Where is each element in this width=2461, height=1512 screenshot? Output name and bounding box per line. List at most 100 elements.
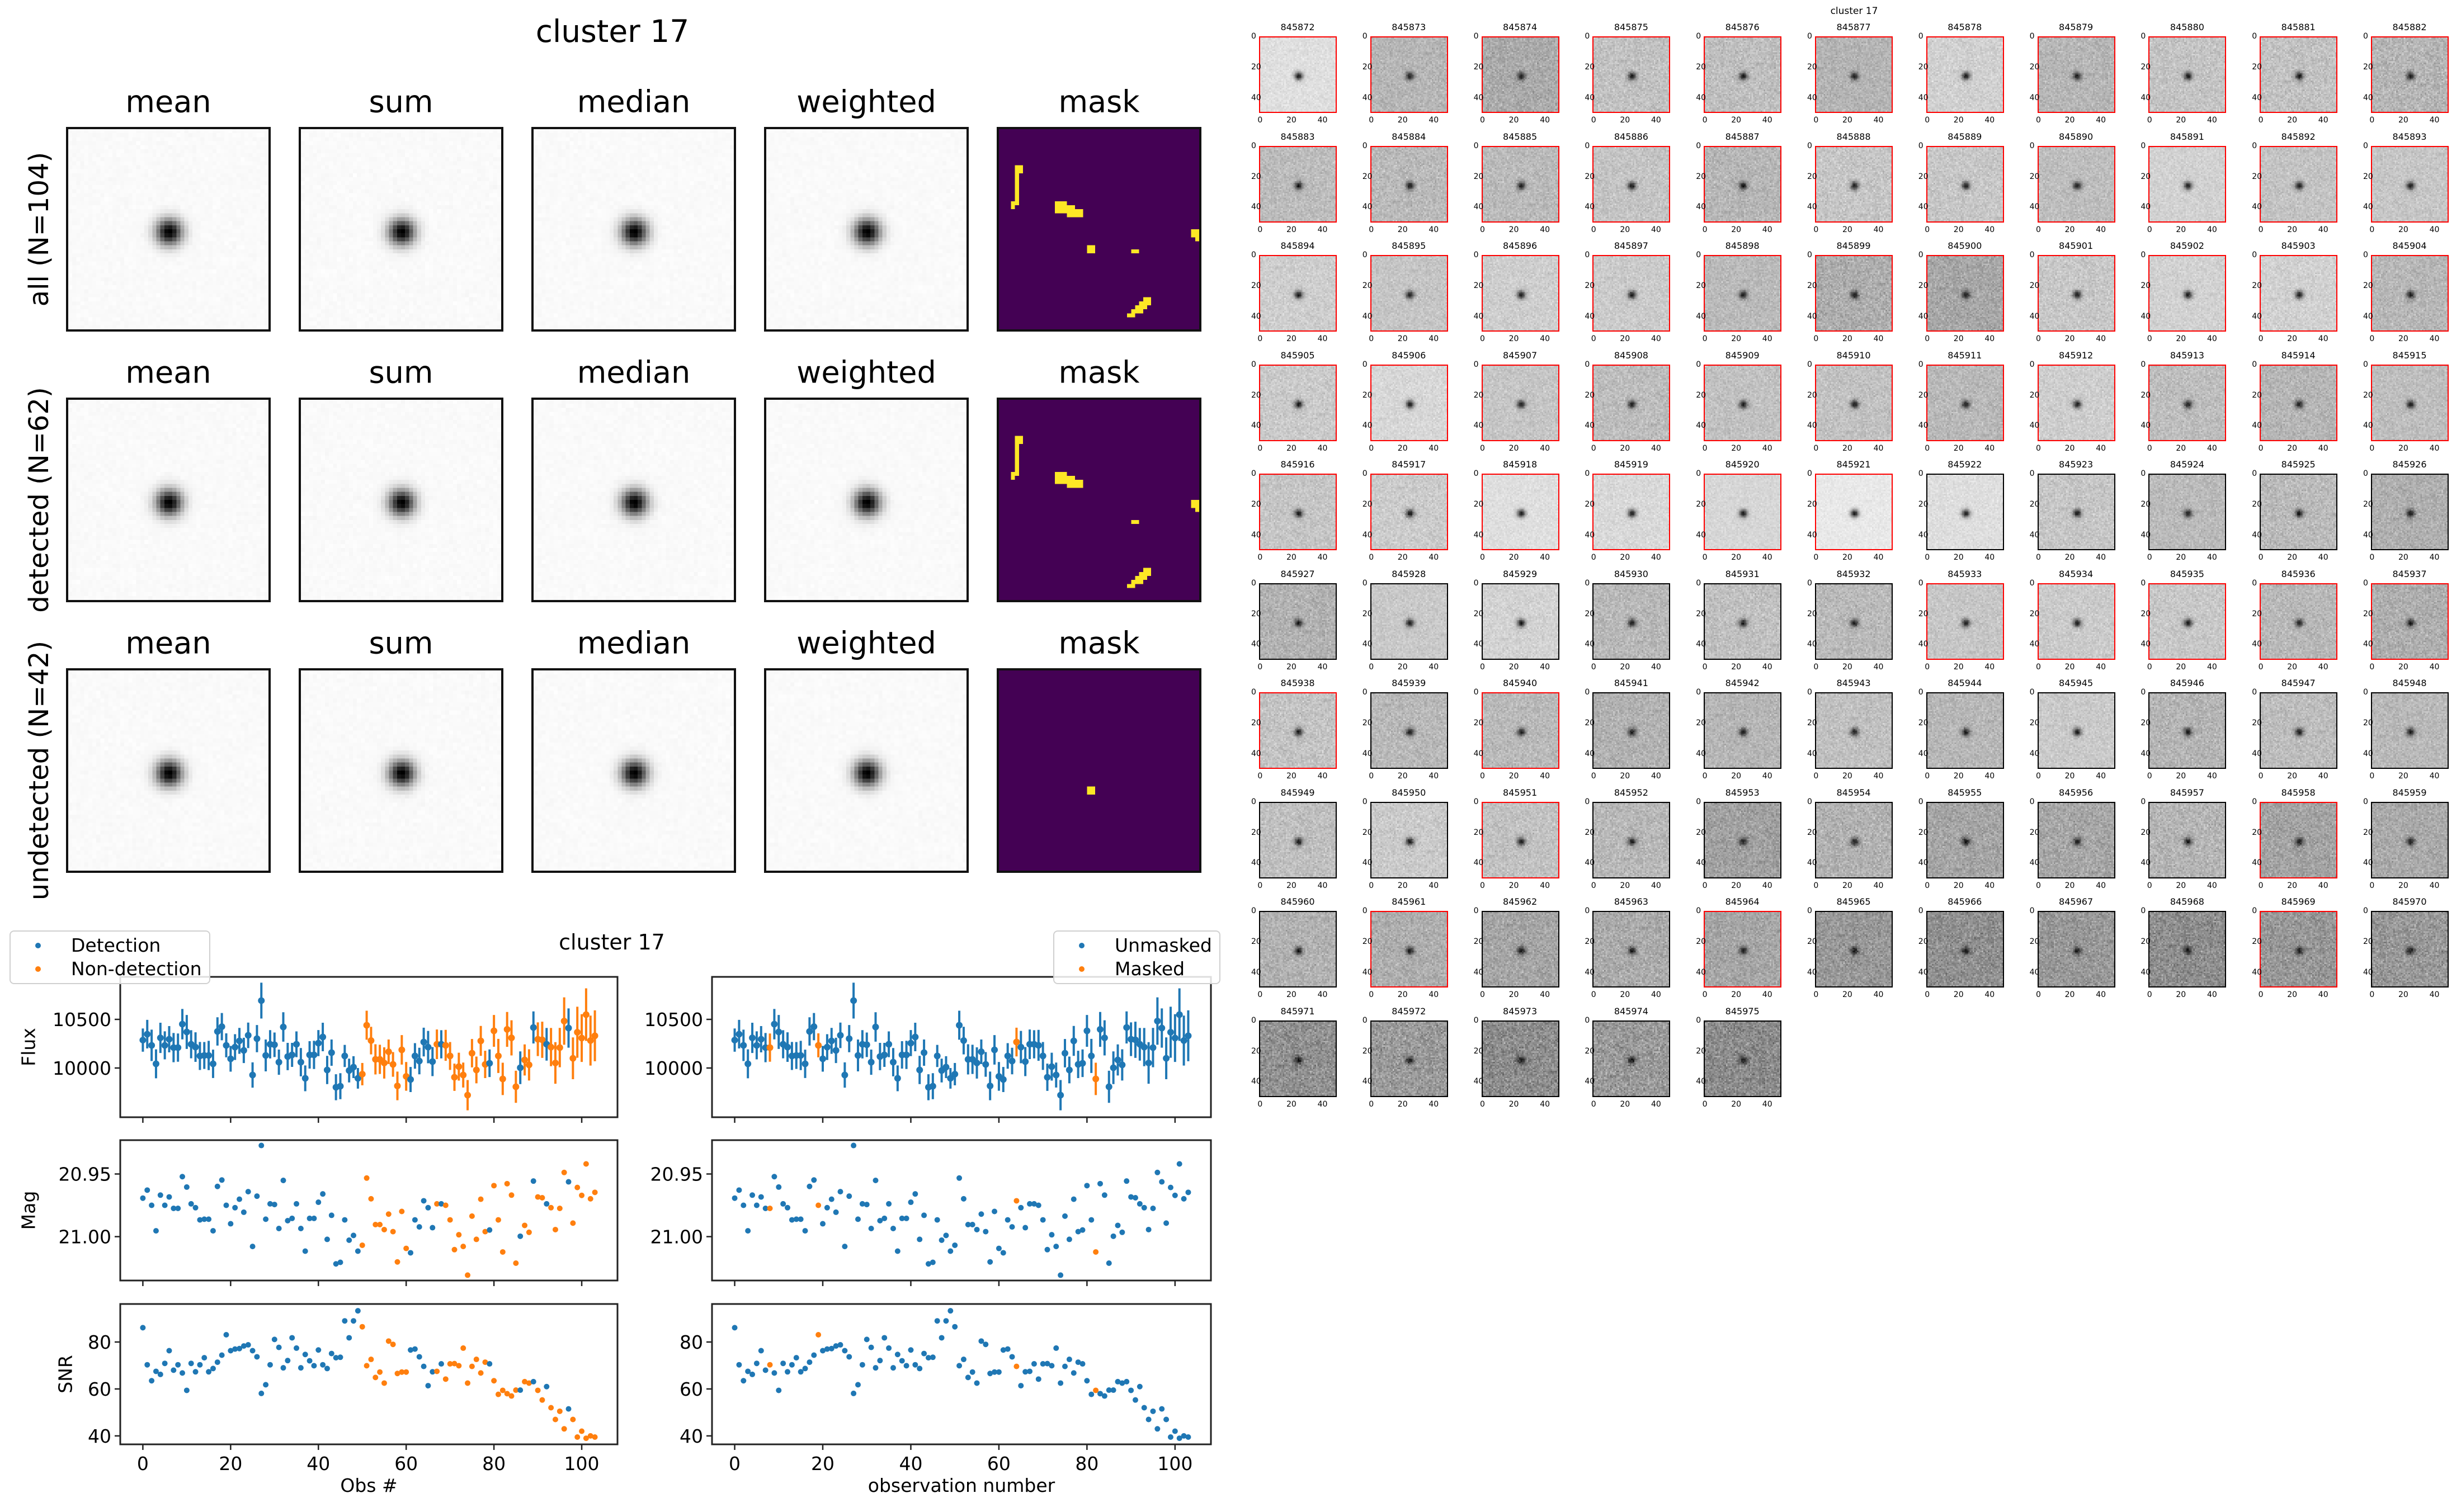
thumbnail-image[interactable] xyxy=(1704,145,1782,223)
thumbnail-image[interactable] xyxy=(1259,255,1337,332)
thumbnail-image[interactable] xyxy=(1815,583,1893,660)
thumbnail-image[interactable] xyxy=(2260,583,2338,660)
thumbnail-image[interactable] xyxy=(1926,36,2004,113)
thumbnail-image[interactable] xyxy=(2371,255,2449,332)
thumbnail-image[interactable] xyxy=(1592,801,1671,878)
thumbnail-image[interactable] xyxy=(1815,145,1893,223)
thumbnail-image[interactable] xyxy=(2260,255,2338,332)
thumbnail-image[interactable] xyxy=(2037,474,2115,550)
thumbnail-image[interactable] xyxy=(1592,692,1671,769)
thumbnail-image[interactable] xyxy=(2371,145,2449,223)
thumbnail-image[interactable] xyxy=(1704,911,1782,987)
thumbnail-image[interactable] xyxy=(1481,364,1559,441)
thumbnail-image[interactable] xyxy=(2148,911,2227,987)
thumbnail-image[interactable] xyxy=(1481,474,1559,550)
thumbnail-image[interactable] xyxy=(1704,364,1782,441)
thumbnail-image[interactable] xyxy=(1481,255,1559,332)
thumbnail-image[interactable] xyxy=(2260,36,2338,113)
thumbnail-image[interactable] xyxy=(1592,911,1671,987)
thumbnail-image[interactable] xyxy=(2371,692,2449,769)
thumbnail-image[interactable] xyxy=(1926,911,2004,987)
thumbnail-image[interactable] xyxy=(2371,36,2449,113)
thumbnail-image[interactable] xyxy=(2148,474,2227,550)
thumbnail-image[interactable] xyxy=(1481,692,1559,769)
thumbnail-image[interactable] xyxy=(2148,255,2227,332)
thumbnail-image[interactable] xyxy=(1370,255,1448,332)
thumbnail-image[interactable] xyxy=(1592,145,1671,223)
thumbnail-image[interactable] xyxy=(2260,911,2338,987)
thumbnail-image[interactable] xyxy=(1370,801,1448,878)
thumbnail-image[interactable] xyxy=(1704,801,1782,878)
thumbnail-image[interactable] xyxy=(2371,801,2449,878)
thumbnail-image[interactable] xyxy=(1815,36,1893,113)
thumbnail-image[interactable] xyxy=(1704,474,1782,550)
thumbnail-image[interactable] xyxy=(1815,255,1893,332)
thumbnail-image[interactable] xyxy=(2037,364,2115,441)
thumbnail-image[interactable] xyxy=(1259,145,1337,223)
thumbnail-image[interactable] xyxy=(1704,692,1782,769)
thumbnail-image[interactable] xyxy=(1259,801,1337,878)
thumbnail-image[interactable] xyxy=(1370,364,1448,441)
thumbnail-image[interactable] xyxy=(1592,364,1671,441)
thumbnail-image[interactable] xyxy=(2037,145,2115,223)
thumbnail-image[interactable] xyxy=(2371,911,2449,987)
thumbnail-image[interactable] xyxy=(2037,911,2115,987)
thumbnail-image[interactable] xyxy=(2037,36,2115,113)
thumbnail-image[interactable] xyxy=(1926,692,2004,769)
thumbnail-image[interactable] xyxy=(2148,801,2227,878)
thumbnail-image[interactable] xyxy=(1370,692,1448,769)
thumbnail-image[interactable] xyxy=(2037,801,2115,878)
thumbnail-image[interactable] xyxy=(1815,474,1893,550)
thumbnail-image[interactable] xyxy=(2037,255,2115,332)
thumbnail-image[interactable] xyxy=(1592,474,1671,550)
thumbnail-image[interactable] xyxy=(2148,583,2227,660)
thumbnail-image[interactable] xyxy=(2260,145,2338,223)
thumbnail-image[interactable] xyxy=(1481,145,1559,223)
thumbnail-image[interactable] xyxy=(1370,583,1448,660)
thumbnail-image[interactable] xyxy=(1592,583,1671,660)
thumbnail-image[interactable] xyxy=(1926,474,2004,550)
thumbnail-image[interactable] xyxy=(1259,583,1337,660)
thumbnail-image[interactable] xyxy=(2371,474,2449,550)
thumbnail-image[interactable] xyxy=(1592,1020,1671,1097)
thumbnail-image[interactable] xyxy=(1815,692,1893,769)
thumbnail-image[interactable] xyxy=(2148,364,2227,441)
thumbnail-image[interactable] xyxy=(1704,1020,1782,1097)
thumbnail-image[interactable] xyxy=(2037,583,2115,660)
thumbnail-image[interactable] xyxy=(1815,801,1893,878)
thumbnail-image[interactable] xyxy=(2148,36,2227,113)
thumbnail-image[interactable] xyxy=(2371,364,2449,441)
thumbnail-image[interactable] xyxy=(1259,36,1337,113)
thumbnail-image[interactable] xyxy=(1259,1020,1337,1097)
thumbnail-image[interactable] xyxy=(1926,364,2004,441)
thumbnail-image[interactable] xyxy=(2371,583,2449,660)
thumbnail-image[interactable] xyxy=(2148,692,2227,769)
thumbnail-image[interactable] xyxy=(1481,583,1559,660)
thumbnail-image[interactable] xyxy=(2037,692,2115,769)
thumbnail-image[interactable] xyxy=(1370,474,1448,550)
thumbnail-image[interactable] xyxy=(1926,583,2004,660)
thumbnail-image[interactable] xyxy=(1370,36,1448,113)
thumbnail-image[interactable] xyxy=(1704,36,1782,113)
thumbnail-image[interactable] xyxy=(1926,145,2004,223)
thumbnail-image[interactable] xyxy=(1592,255,1671,332)
thumbnail-image[interactable] xyxy=(2260,692,2338,769)
thumbnail-image[interactable] xyxy=(1370,911,1448,987)
thumbnail-image[interactable] xyxy=(1259,692,1337,769)
thumbnail-image[interactable] xyxy=(1592,36,1671,113)
thumbnail-image[interactable] xyxy=(1704,583,1782,660)
thumbnail-image[interactable] xyxy=(2260,474,2338,550)
thumbnail-image[interactable] xyxy=(1481,36,1559,113)
thumbnail-image[interactable] xyxy=(1259,474,1337,550)
thumbnail-image[interactable] xyxy=(1481,911,1559,987)
thumbnail-image[interactable] xyxy=(1481,1020,1559,1097)
thumbnail-image[interactable] xyxy=(1259,911,1337,987)
thumbnail-image[interactable] xyxy=(1815,911,1893,987)
thumbnail-image[interactable] xyxy=(1815,364,1893,441)
thumbnail-image[interactable] xyxy=(2148,145,2227,223)
thumbnail-image[interactable] xyxy=(1481,801,1559,878)
thumbnail-image[interactable] xyxy=(2260,364,2338,441)
thumbnail-image[interactable] xyxy=(2260,801,2338,878)
thumbnail-image[interactable] xyxy=(1370,1020,1448,1097)
thumbnail-image[interactable] xyxy=(1704,255,1782,332)
